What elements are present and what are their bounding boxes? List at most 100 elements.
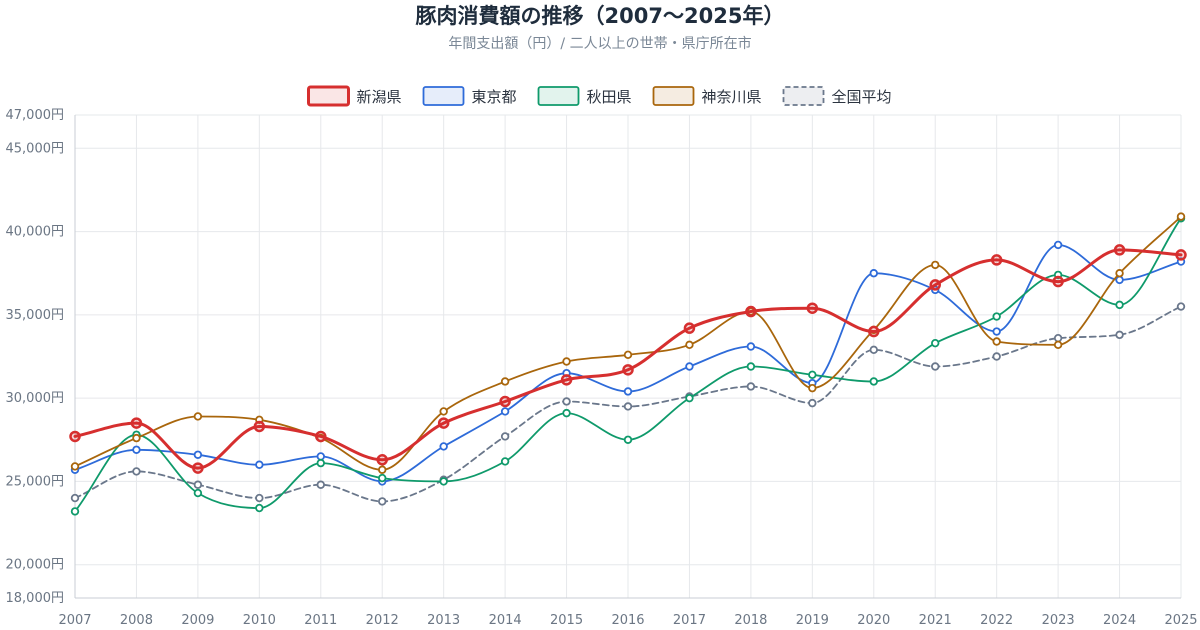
data-point[interactable] — [869, 377, 878, 386]
data-point[interactable] — [685, 362, 694, 371]
data-point[interactable] — [808, 398, 817, 408]
data-point[interactable] — [1115, 275, 1124, 285]
data-point[interactable] — [931, 260, 940, 270]
data-point[interactable] — [1175, 249, 1187, 261]
y-tick-label: 30,000円 — [6, 391, 65, 406]
data-point[interactable] — [931, 362, 940, 371]
data-point[interactable] — [623, 387, 633, 396]
data-point[interactable] — [745, 305, 757, 318]
data-point[interactable] — [623, 402, 633, 411]
data-point[interactable] — [378, 497, 387, 506]
data-point[interactable] — [132, 433, 141, 443]
data-point[interactable] — [315, 430, 327, 443]
data-point[interactable] — [255, 493, 264, 503]
data-point[interactable] — [378, 473, 387, 483]
data-point[interactable] — [130, 417, 143, 429]
data-point[interactable] — [70, 507, 80, 516]
y-tick-label: 18,000円 — [6, 591, 65, 606]
data-point[interactable] — [623, 350, 633, 360]
data-point[interactable] — [560, 374, 573, 386]
data-point[interactable] — [869, 269, 878, 278]
data-point[interactable] — [685, 340, 694, 350]
data-point[interactable] — [746, 342, 756, 351]
data-point[interactable] — [992, 352, 1001, 361]
data-point[interactable] — [193, 480, 203, 489]
x-tick-label: 2023 — [1042, 613, 1075, 628]
data-point[interactable] — [869, 345, 878, 355]
data-point[interactable] — [623, 435, 633, 444]
data-point[interactable] — [193, 450, 203, 459]
y-tick-label: 45,000円 — [6, 141, 65, 156]
data-point[interactable] — [929, 279, 941, 291]
data-point[interactable] — [868, 325, 880, 338]
x-tick-label: 2016 — [611, 613, 644, 628]
data-point[interactable] — [1176, 302, 1186, 311]
data-point[interactable] — [1053, 240, 1063, 250]
y-tick-label: 47,000円 — [6, 108, 65, 123]
data-point[interactable] — [1053, 340, 1063, 350]
data-point[interactable] — [316, 480, 325, 489]
data-point[interactable] — [1176, 212, 1186, 221]
data-point[interactable] — [622, 364, 634, 376]
data-point[interactable] — [808, 383, 817, 393]
data-point[interactable] — [562, 357, 571, 366]
data-point[interactable] — [70, 462, 80, 471]
legend-swatch — [537, 86, 580, 106]
data-point[interactable] — [376, 454, 388, 466]
data-point[interactable] — [255, 460, 264, 469]
x-axis: 2007 2008 2009 2010 2011 2012 2013 2014 2015 2016… — [58, 597, 1198, 628]
data-point[interactable] — [132, 445, 141, 454]
data-point[interactable] — [378, 465, 387, 474]
data-point[interactable] — [193, 488, 203, 498]
data-point[interactable] — [1115, 330, 1124, 340]
data-point[interactable] — [193, 412, 203, 421]
data-point[interactable] — [562, 397, 571, 406]
x-tick-label: 2014 — [489, 613, 522, 628]
x-tick-label: 2008 — [120, 613, 153, 628]
legend-swatch — [782, 86, 825, 106]
legend-label: 神奈川県 — [702, 88, 762, 106]
data-point[interactable] — [1115, 300, 1124, 310]
data-point[interactable] — [1052, 275, 1064, 288]
data-point[interactable] — [437, 417, 450, 429]
legend-label: 全国平均 — [832, 88, 892, 106]
data-point[interactable] — [500, 407, 510, 416]
data-point[interactable] — [1113, 244, 1126, 256]
data-point[interactable] — [992, 337, 1001, 346]
data-point[interactable] — [132, 467, 141, 476]
data-point[interactable] — [685, 393, 694, 403]
data-point[interactable] — [439, 477, 448, 486]
data-point[interactable] — [70, 493, 80, 503]
data-point[interactable] — [255, 503, 264, 513]
legend-item[interactable]: 新潟県 — [307, 85, 402, 107]
data-point[interactable] — [746, 362, 756, 371]
data-point[interactable] — [253, 420, 266, 433]
legend-item[interactable]: 秋田県 — [537, 86, 632, 106]
data-point[interactable] — [562, 408, 571, 418]
data-point[interactable] — [316, 452, 325, 461]
data-point[interactable] — [439, 407, 448, 416]
data-point[interactable] — [808, 370, 817, 380]
data-point[interactable] — [992, 312, 1001, 321]
data-point[interactable] — [69, 430, 81, 443]
data-point[interactable] — [1115, 269, 1124, 278]
data-point[interactable] — [746, 382, 756, 391]
data-point[interactable] — [683, 322, 696, 334]
legend-item[interactable]: 全国平均 — [782, 86, 892, 106]
series-0 — [69, 244, 1187, 474]
data-point[interactable] — [439, 442, 448, 451]
data-point[interactable] — [992, 327, 1001, 336]
data-point[interactable] — [316, 458, 325, 468]
data-point[interactable] — [806, 302, 819, 314]
data-point[interactable] — [500, 432, 510, 441]
data-point[interactable] — [500, 457, 510, 466]
data-point[interactable] — [990, 254, 1003, 266]
legend-item[interactable]: 神奈川県 — [652, 86, 762, 106]
data-point[interactable] — [931, 338, 940, 348]
data-point[interactable] — [1053, 333, 1063, 343]
data-point[interactable] — [500, 377, 510, 386]
data-point[interactable] — [192, 462, 204, 474]
data-point[interactable] — [499, 395, 511, 408]
legend-item[interactable]: 東京都 — [422, 86, 517, 106]
